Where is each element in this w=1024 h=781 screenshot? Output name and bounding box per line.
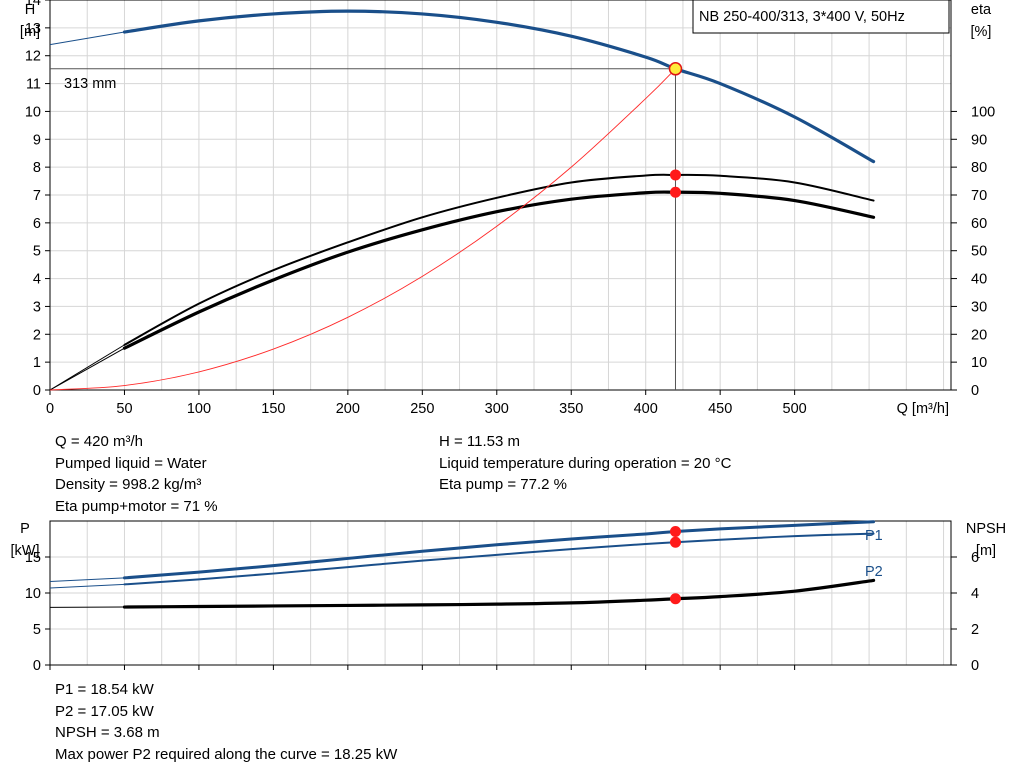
x-axis-tick-label: 0: [46, 401, 54, 417]
series-eta_pump_motor: [122, 190, 876, 350]
left-axis-tick-label: 2: [33, 327, 41, 343]
left-axis-tick-label: 5: [33, 244, 41, 260]
x-axis-tick-label: 500: [783, 401, 807, 417]
info-p2: P2 = 17.05 kW: [55, 702, 154, 720]
right-axis-tick-label: 70: [971, 188, 987, 204]
left-axis-tick-label: 13: [25, 21, 41, 37]
right-axis-tick-label: 10: [971, 355, 987, 371]
left-axis-title: P: [20, 521, 30, 537]
right-axis-tick-label: 30: [971, 299, 987, 315]
left-axis-tick-label: 10: [25, 104, 41, 120]
series-system_curve: [49, 68, 676, 391]
series-p1-extrapolation: [49, 577, 125, 582]
series-head-extrapolation: [49, 31, 125, 46]
left-axis-tick-label: 5: [33, 622, 41, 638]
left-axis-tick-label: 12: [25, 49, 41, 65]
chart-title: NB 250-400/313, 3*400 V, 50Hz: [699, 9, 905, 25]
right-axis-tick-label: 6: [971, 550, 979, 566]
left-axis-tick-label: 10: [25, 586, 41, 602]
info-flow: Q = 420 m³/h: [55, 433, 143, 450]
right-axis-tick-label: 100: [971, 104, 995, 120]
right-axis-tick-label: 0: [971, 383, 979, 399]
right-axis-tick-label: 2: [971, 622, 979, 638]
power-marker: [669, 526, 681, 538]
left-axis-tick-label: 14: [25, 0, 41, 9]
left-axis-tick-label: 0: [33, 658, 41, 674]
power-info: P1 = 18.54 kW P2 = 17.05 kW NPSH = 3.68 …: [55, 679, 397, 766]
right-axis-tick-label: 40: [971, 272, 987, 288]
power-npsh-chart: 0 5 10 15 0 2 4 6 P [kW] NPSH [m] P1 P2: [11, 520, 1006, 674]
impeller-diameter-label: 313 mm: [64, 76, 116, 92]
power-marker: [669, 536, 681, 548]
x-axis-title: Q [m³/h]: [897, 401, 949, 417]
left-axis-tick-label: 3: [33, 299, 41, 315]
info-liquid: Pumped liquid = Water: [55, 454, 207, 472]
power-marker: [669, 593, 681, 605]
series-p2-extrapolation: [49, 583, 125, 589]
series-npsh: [122, 578, 876, 609]
series-eta_pump_motor-extrapolation: [49, 347, 125, 391]
right-axis-title: eta: [971, 2, 992, 18]
left-axis-unit: [m]: [20, 24, 40, 40]
left-axis-tick-label: 9: [33, 132, 41, 148]
x-axis-tick-label: 150: [261, 401, 285, 417]
right-axis-tick-label: 80: [971, 160, 987, 176]
right-axis-tick-label: 60: [971, 216, 987, 232]
head-efficiency-chart: 0123456789101112131401020304050607080901…: [20, 0, 995, 417]
series-p1: [122, 520, 876, 580]
info-eta-pump-motor: Eta pump+motor = 71 %: [55, 498, 218, 516]
x-axis-tick-label: 250: [410, 401, 434, 417]
left-axis-title: H: [25, 2, 35, 18]
left-axis-tick-label: 1: [33, 355, 41, 371]
right-axis-tick-label: 0: [971, 658, 979, 674]
efficiency-marker: [669, 186, 681, 198]
right-axis-title: NPSH: [966, 521, 1006, 537]
info-max-p2: Max power P2 required along the curve = …: [55, 746, 398, 764]
series-eta_pump: [123, 173, 875, 346]
x-axis-tick-label: 450: [708, 401, 732, 417]
duty-info-right: H = 11.53 m Liquid temperature during op…: [439, 431, 731, 496]
left-axis-tick-label: 11: [26, 77, 41, 93]
info-temperature: Liquid temperature during operation = 20…: [439, 454, 732, 472]
info-head: H = 11.53 m: [439, 433, 521, 450]
right-axis-tick-label: 90: [971, 132, 987, 148]
series-label-p2: P2: [865, 564, 883, 580]
info-p1: P1 = 18.54 kW: [55, 681, 154, 698]
series-label-p1: P1: [865, 528, 883, 544]
info-density: Density = 998.2 kg/m³: [55, 476, 202, 494]
right-axis-tick-label: 50: [971, 244, 987, 260]
left-axis-tick-label: 7: [33, 188, 41, 204]
x-axis-tick-label: 200: [336, 401, 360, 417]
right-axis-tick-label: 20: [971, 327, 987, 343]
series-p2: [123, 532, 875, 586]
x-axis-tick-label: 400: [634, 401, 658, 417]
x-axis-tick-label: 100: [187, 401, 211, 417]
right-axis-tick-label: 4: [971, 586, 979, 602]
series-head: [122, 9, 876, 164]
info-npsh: NPSH = 3.68 m: [55, 724, 160, 742]
left-axis-unit: [kW]: [11, 543, 40, 559]
x-axis-tick-label: 300: [485, 401, 509, 417]
chart-title-box: [692, 0, 950, 34]
x-axis-tick-label: 350: [559, 401, 583, 417]
x-axis-tick-label: 50: [116, 401, 132, 417]
left-axis-tick-label: 8: [33, 160, 41, 176]
left-axis-tick-label: 0: [33, 383, 41, 399]
efficiency-marker: [669, 169, 681, 181]
duty-info-left: Q = 420 m³/h Pumped liquid = Water Densi…: [55, 431, 218, 518]
left-axis-tick-label: 6: [33, 216, 41, 232]
info-eta-pump: Eta pump = 77.2 %: [439, 476, 567, 494]
duty-point-marker: [668, 62, 683, 76]
right-axis-unit: [%]: [971, 24, 992, 40]
left-axis-tick-label: 4: [33, 272, 41, 288]
right-axis-unit: [m]: [976, 543, 996, 559]
left-axis-tick-label: 15: [25, 550, 41, 566]
